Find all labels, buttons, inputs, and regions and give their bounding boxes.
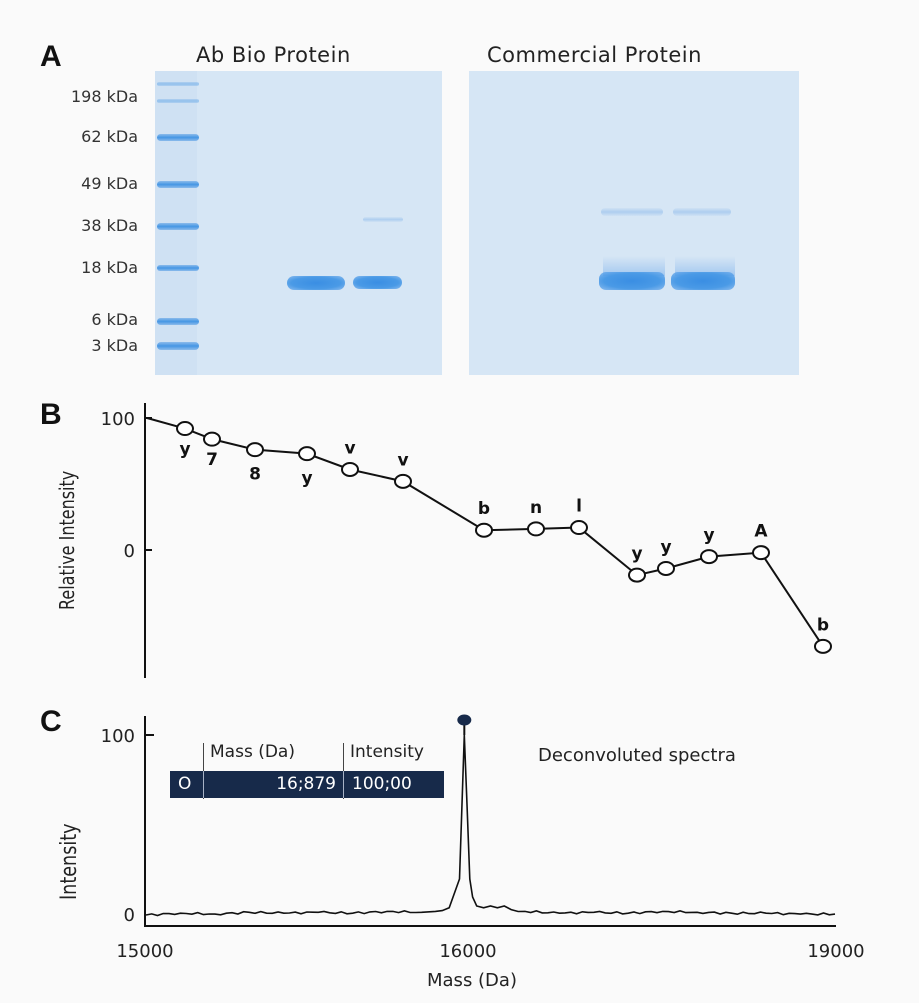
sample-band-lane-1 [287,276,345,290]
inset-header-mass: Mass (Da) [210,742,295,762]
data-point [527,521,545,537]
chart-c-spectrum: 100 0 Intensity 15000 16000 19000 Mass (… [56,714,865,991]
y-tick-label-0: 0 [124,905,135,926]
inset-row-divider-1 [203,771,204,798]
peak-marker [457,714,472,726]
faint-band-lane-2 [673,208,731,216]
data-point [814,638,832,654]
point-label: y [301,469,312,489]
inset-table-row: O 16;879 100;00 [170,771,444,798]
gel-commercial [469,71,799,375]
ladder-label: 6 kDa [91,310,138,329]
y-tick-label-100: 100 [101,726,135,747]
gel-ab-bio [155,71,442,375]
ladder-band [157,99,199,103]
data-point [475,522,493,538]
ladder-label: 38 kDa [81,216,138,235]
y-tick-label-100: 100 [101,409,135,430]
point-label: y [703,526,714,546]
y-axis-label: Intensity [56,823,81,900]
data-point [203,431,221,447]
x-axis-label: Mass (Da) [427,970,517,991]
faint-band-lane-2 [363,217,403,222]
ladder-band [157,82,199,86]
point-label: l [576,497,582,517]
inset-row-intensity: 100;00 [352,774,412,794]
data-point [657,560,675,576]
point-label: v [397,450,408,470]
data-point [628,567,646,583]
ladder-label: 3 kDa [91,336,138,355]
ladder-band [157,180,199,188]
ladder-band [157,222,199,230]
smear-lane-2 [675,256,735,276]
sample-band-lane-1 [599,272,665,290]
ladder-label: 198 kDa [70,87,138,106]
x-tick-label-16000: 16000 [439,941,496,962]
point-label: b [478,499,490,519]
inset-row-divider-2 [343,771,344,798]
x-tick-label-15000: 15000 [116,941,173,962]
point-label: b [817,615,829,635]
ladder-label: 49 kDa [81,174,138,193]
data-point [246,442,264,458]
ladder-band [157,265,199,271]
ladder-band [157,133,199,141]
gel-left-title: Ab Bio Protein [196,43,351,67]
data-point [570,520,588,536]
inset-header-intensity: Intensity [350,742,424,762]
gel-right-title: Commercial Protein [487,43,702,67]
point-label: y [631,544,642,564]
point-label: 7 [206,450,218,470]
panel-c-letter: C [40,705,62,738]
point-label: v [344,438,355,458]
ladder-band [157,342,199,350]
y-tick-label-0: 0 [124,541,135,562]
x-tick-label-19000: 19000 [807,941,864,962]
sample-band-lane-2 [353,276,402,289]
spectrum-annotation: Deconvoluted spectra [538,745,736,766]
data-point [700,549,718,565]
spectrum-line [145,734,836,917]
faint-band-lane-1 [601,208,663,216]
ladder-label: 18 kDa [81,258,138,277]
panel-b-letter: B [40,398,62,431]
point-label: 8 [249,465,261,485]
chart-c-marks [145,714,836,917]
sample-band-lane-2 [671,272,735,290]
smear-lane-1 [603,256,665,276]
y-axis-label: Relative Intensity [56,471,79,610]
ladder-label: 62 kDa [81,127,138,146]
ladder-band [157,317,199,325]
inset-row-mass: 16;879 [276,774,336,794]
data-point [341,461,359,477]
data-point [176,421,194,437]
data-point [752,545,770,561]
data-point [394,473,412,489]
point-label: A [754,522,768,542]
inset-row-marker: O [178,774,192,794]
data-point [298,446,316,462]
point-label: n [530,498,542,518]
point-label: y [179,440,190,460]
point-label: y [660,537,671,557]
panel-a-letter: A [40,40,62,73]
